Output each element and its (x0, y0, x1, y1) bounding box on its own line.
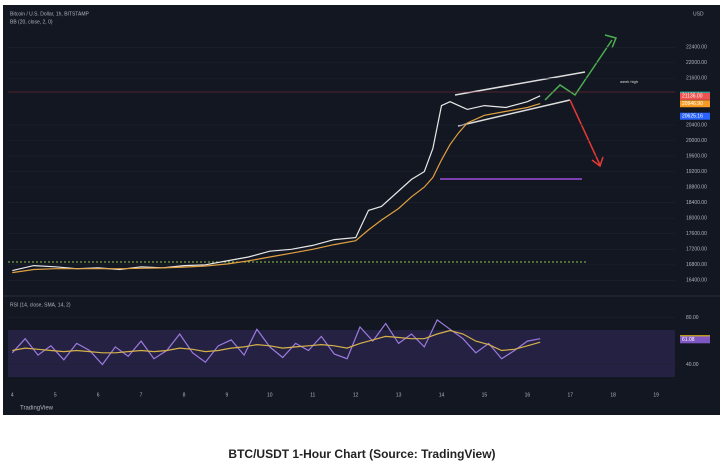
x-tick-label: 14 (439, 392, 445, 398)
series-line (12, 329, 541, 354)
bear-arrow-head (591, 156, 604, 168)
y-tick-label: 16800.00 (686, 262, 707, 268)
indicator-title: BB (20, close, 2, 0) (10, 19, 53, 25)
x-tick-label: 7 (140, 392, 143, 398)
y-tick-label: 80.00 (686, 315, 699, 321)
annotation: week high (620, 79, 638, 84)
rsi-band (8, 330, 675, 377)
x-tick-label: 19 (653, 392, 659, 398)
x-tick-label: 5 (54, 392, 57, 398)
y-tick-label: 20000.00 (686, 138, 707, 144)
bull-arrow (544, 39, 613, 101)
y-tick-label: 18400.00 (686, 200, 707, 206)
x-tick-label: 18 (610, 392, 616, 398)
x-tick-label: 6 (97, 392, 100, 398)
y-tick-label: 19600.00 (686, 153, 707, 159)
x-tick-label: 8 (183, 392, 186, 398)
y-tick-label: 22000.00 (686, 60, 707, 66)
brand: TradingView (20, 406, 54, 412)
y-tick-label: 21600.00 (686, 76, 707, 82)
y-tick-label: 18800.00 (686, 184, 707, 190)
y-tick-label: 19200.00 (686, 169, 707, 175)
x-tick-label: 10 (267, 392, 273, 398)
price-badge (680, 100, 710, 108)
price-badge (680, 92, 710, 100)
y-tick-label: 16400.00 (686, 278, 707, 284)
y-tick-label: 40.00 (686, 362, 699, 368)
series-line (12, 95, 541, 272)
bear-arrow (569, 99, 601, 166)
y-tick-label: 22400.00 (686, 45, 707, 51)
x-tick-label: 16 (525, 392, 531, 398)
y-tick-label: 17600.00 (686, 231, 707, 237)
x-tick-label: 17 (567, 392, 573, 398)
chart-background (3, 5, 720, 415)
bull-arrow-head (604, 34, 618, 49)
x-tick-label: 4 (11, 392, 14, 398)
price-badge-label: 20625.16 (682, 114, 703, 120)
price-badge (680, 336, 710, 344)
channel-line (454, 71, 586, 96)
x-tick-label: 9 (226, 392, 229, 398)
y-tick-label: 18000.00 (686, 216, 707, 222)
caption: BTC/USDT 1-Hour Chart (Source: TradingVi… (228, 447, 495, 461)
y-tick-label: 17200.00 (686, 247, 707, 253)
x-tick-label: 13 (396, 392, 402, 398)
price-badge-label: 61.08 (682, 337, 695, 343)
x-tick-label: 11 (310, 392, 315, 398)
currency: USD (693, 11, 704, 17)
rsi-title: RSI (14, close, SMA, 14, 2) (10, 302, 71, 308)
price-badge (680, 112, 710, 120)
series-line (12, 103, 541, 274)
x-tick-label: 15 (482, 392, 488, 398)
symbol-title: Bitcoin / U.S. Dollar, 1h, BITSTAMP (10, 11, 89, 17)
y-tick-label: 20400.00 (686, 122, 707, 128)
price-badge-label: 20946.90 (682, 101, 703, 107)
x-tick-label: 12 (353, 392, 359, 398)
channel-line (457, 99, 571, 127)
price-badge-label: 21136.00 (682, 94, 703, 100)
